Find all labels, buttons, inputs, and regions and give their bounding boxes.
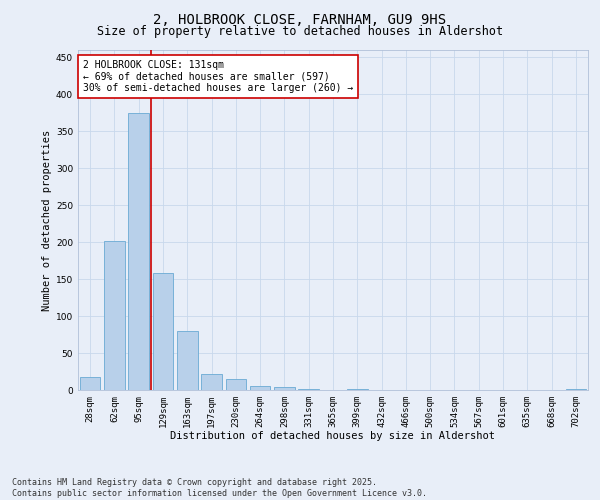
Text: Contains HM Land Registry data © Crown copyright and database right 2025.
Contai: Contains HM Land Registry data © Crown c… — [12, 478, 427, 498]
Bar — [104, 240, 125, 390]
Text: 2, HOLBROOK CLOSE, FARNHAM, GU9 9HS: 2, HOLBROOK CLOSE, FARNHAM, GU9 9HS — [154, 12, 446, 26]
Bar — [274, 387, 295, 390]
Text: 2 HOLBROOK CLOSE: 131sqm
← 69% of detached houses are smaller (597)
30% of semi-: 2 HOLBROOK CLOSE: 131sqm ← 69% of detach… — [83, 60, 353, 94]
Bar — [201, 374, 222, 390]
Y-axis label: Number of detached properties: Number of detached properties — [42, 130, 52, 310]
Bar — [226, 379, 246, 390]
X-axis label: Distribution of detached houses by size in Aldershot: Distribution of detached houses by size … — [170, 432, 496, 442]
Bar — [250, 386, 271, 390]
Bar — [152, 273, 173, 390]
Text: Size of property relative to detached houses in Aldershot: Size of property relative to detached ho… — [97, 25, 503, 38]
Bar — [80, 376, 100, 390]
Bar — [177, 331, 197, 390]
Bar — [128, 113, 149, 390]
